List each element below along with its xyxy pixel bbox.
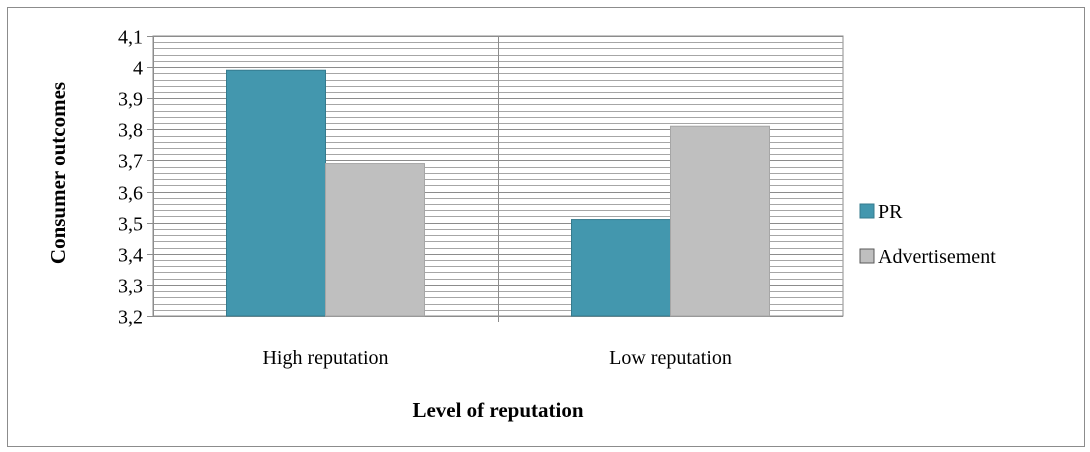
y-tick-labels: 3,2 3,3 3,4 3,5 3,6 3,7 3,8 3,9 4 4,1 bbox=[118, 27, 143, 329]
x-category-label: Low reputation bbox=[609, 347, 732, 369]
bar-pr-1 bbox=[571, 219, 671, 317]
y-tick-label: 3,7 bbox=[118, 151, 143, 173]
x-axis-title: Level of reputation bbox=[412, 398, 583, 422]
y-tick-label: 3,4 bbox=[118, 245, 143, 267]
x-category-label: High reputation bbox=[262, 347, 388, 369]
legend-swatch-advertisement bbox=[859, 248, 875, 264]
bar-pr-0 bbox=[226, 69, 326, 317]
y-tick-label: 3,6 bbox=[118, 183, 143, 205]
axes bbox=[153, 36, 499, 322]
legend: PR Advertisement bbox=[859, 201, 996, 268]
y-axis-title: Consumer outcomes bbox=[46, 82, 70, 264]
y-tick-label: 4 bbox=[133, 58, 143, 80]
legend-swatch-pr bbox=[859, 203, 875, 219]
bar-advertisement-1 bbox=[670, 125, 770, 317]
y-tick-label: 3,9 bbox=[118, 89, 143, 111]
x-category-labels: High reputation Low reputation bbox=[262, 347, 731, 369]
y-tick-label: 3,8 bbox=[118, 120, 143, 142]
bar-advertisement-0 bbox=[325, 163, 425, 317]
y-tick-label: 3,2 bbox=[118, 307, 143, 329]
legend-label-advertisement: Advertisement bbox=[878, 246, 996, 268]
legend-label-pr: PR bbox=[878, 201, 903, 223]
y-tick-label: 4,1 bbox=[118, 27, 143, 49]
y-tick-label: 3,3 bbox=[118, 276, 143, 298]
bars bbox=[226, 69, 770, 317]
y-tick-label: 3,5 bbox=[118, 214, 143, 236]
